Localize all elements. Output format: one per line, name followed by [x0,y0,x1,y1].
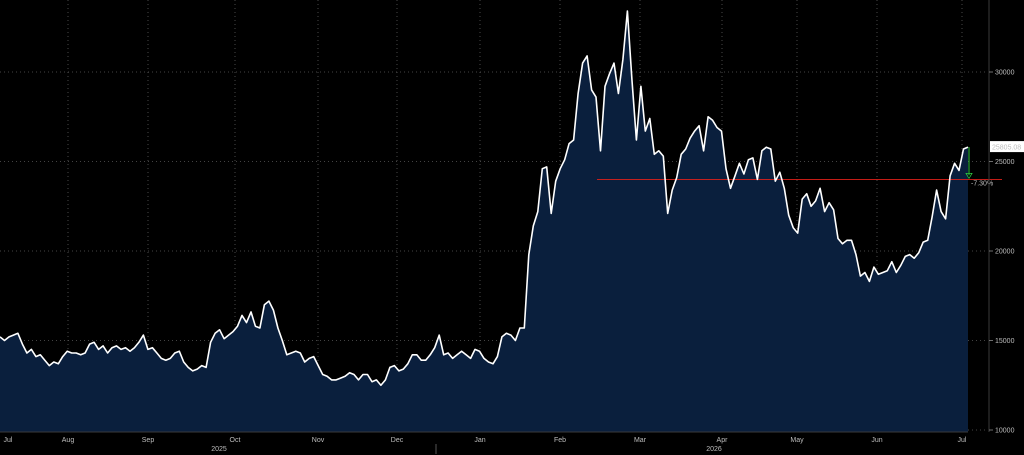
x-tick-label: Jun [871,437,882,444]
year-label: 2026 [706,446,722,453]
x-tick-label: Mar [634,437,647,444]
series-line [0,10,969,387]
series-area-fill [0,11,968,432]
x-tick-label: Jan [474,437,485,444]
x-tick-label: Dec [391,437,404,444]
last-value-label: 25805.08 [992,145,1021,152]
change-arrow-icon [965,173,973,180]
x-tick-label: Jul [4,437,13,444]
x-tick-label: Feb [554,437,566,444]
change-label: -7.30% [971,180,993,187]
x-tick-label: Apr [717,437,729,444]
y-tick-label: 15000 [995,338,1015,345]
x-axis-ticks: Jul Aug Sep Oct Nov Dec Jan Feb Mar Apr May Jun Jul 2… [0,431,968,454]
x-tick-label: May [790,437,804,444]
x-tick-label: Aug [62,437,75,444]
x-tick-label: Jul [958,437,967,444]
x-tick-label: Sep [142,437,155,444]
last-value-badge: 25805.08 [990,141,1024,153]
year-label: 2025 [211,446,227,453]
y-tick-label: 20000 [995,249,1015,256]
y-axis-ticks: 10000 15000 20000 25000 30000 [989,70,1015,435]
x-tick-label: Nov [312,437,325,444]
last-value-badge-bg [990,141,1024,153]
y-tick-label: 30000 [995,70,1015,77]
y-tick-label: 25000 [995,159,1015,166]
x-tick-label: Oct [230,437,241,444]
y-tick-label: 10000 [995,428,1015,435]
